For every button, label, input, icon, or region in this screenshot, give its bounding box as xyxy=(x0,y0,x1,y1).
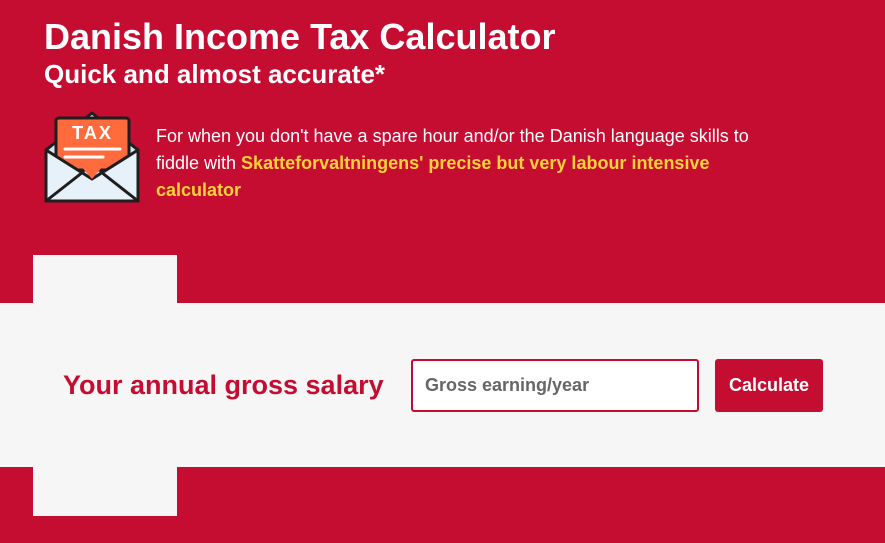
skat-calculator-link[interactable]: Skatteforvaltningens' precise but very l… xyxy=(156,153,710,200)
salary-label: Your annual gross salary xyxy=(63,370,384,400)
flag-cross-bottom xyxy=(33,466,177,516)
flag-cross-top xyxy=(33,255,177,303)
page-subtitle: Quick and almost accurate* xyxy=(44,59,386,89)
intro-text: For when you don't have a spare hour and… xyxy=(156,123,766,204)
tax-envelope-icon: TAX xyxy=(44,111,140,203)
calculate-button[interactable]: Calculate xyxy=(715,359,823,412)
gross-salary-input[interactable] xyxy=(411,359,699,412)
tax-icon-text: TAX xyxy=(72,123,113,143)
intro-description: For when you don't have a spare hour and… xyxy=(156,126,749,173)
page-title: Danish Income Tax Calculator xyxy=(44,16,556,57)
